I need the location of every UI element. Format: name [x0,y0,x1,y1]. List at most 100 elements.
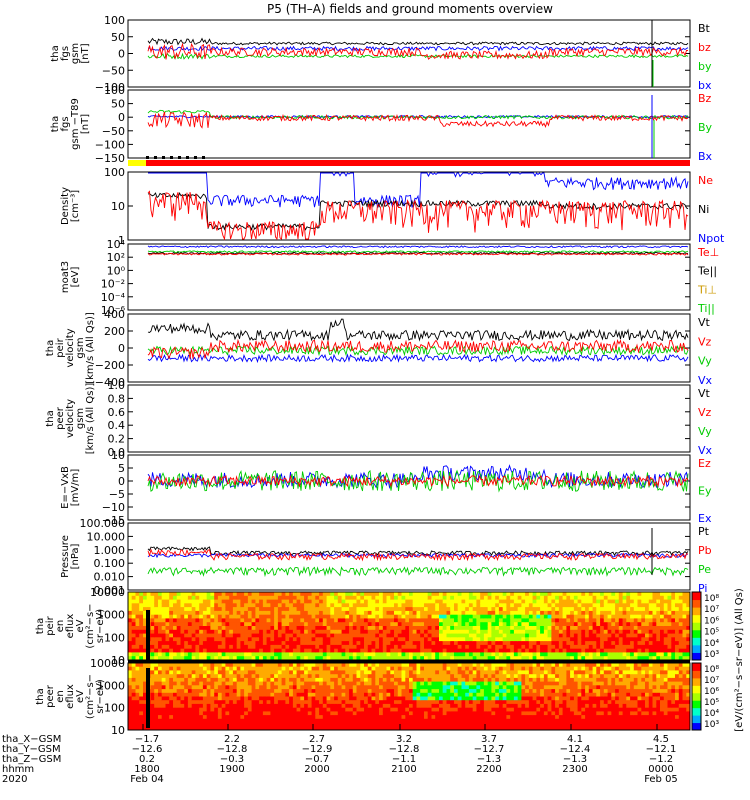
spectro-cell [547,610,552,616]
spectro-cell [184,652,189,657]
spectro-cell [431,674,436,679]
spectro-cell [300,685,305,690]
spectro-cell [255,703,260,709]
spectro-cell [210,603,215,608]
spectro-cell [397,677,402,683]
ylabel-group-8: Pressure [nPa] [60,535,81,578]
spectro-cell [611,629,616,635]
spectro-cell [128,622,133,627]
spectro-cell [379,637,384,642]
spectro-cell [427,629,432,635]
spectro-cell [483,685,489,690]
spectro-cell [375,674,380,679]
spectro-cell [442,641,447,646]
spectro-cell [165,703,170,709]
spectro-cell [498,711,504,716]
spectro-cell [682,592,687,597]
spectro-cell [356,700,361,705]
spectro-cell [468,648,474,653]
spectro-cell [214,689,219,694]
spectro-cell [536,656,541,661]
spectro-cell [180,715,185,720]
spectro-cell [427,677,432,683]
spectro-cell [536,670,541,675]
spectro-cell [525,670,530,675]
spectro-cell [128,626,133,631]
spectro-cell [266,707,271,712]
spectro-cell [143,648,148,653]
spectro-cell [465,726,470,731]
spectro-cell [334,595,339,601]
spectro-cell [217,703,223,709]
ylabel-line: [nT] [80,43,91,63]
spectro-cell [532,692,537,697]
spectro-cell [480,700,485,705]
spectro-cell [513,707,519,712]
spectro-cell [633,592,638,597]
spectro-cell [498,722,504,727]
spectro-cell [180,677,185,683]
spectro-cell [232,700,238,705]
spectro-cell [236,626,241,631]
ytick-label: 0.4 [108,419,126,432]
spectro-cell [506,718,511,723]
spectro-cell [454,696,459,701]
spectro-cell [210,670,215,675]
spectro-cell [195,722,200,727]
spectro-cell [498,618,504,623]
spectro-cell [259,626,264,631]
spectro-cell [326,718,331,723]
spectro-cell [199,711,204,716]
spectro-cell [409,703,414,709]
spectro-cell [536,607,541,612]
spectro-cell [476,656,481,661]
spectro-cell [637,622,642,627]
spectro-cell [311,685,316,690]
spectro-cell [311,666,316,671]
spectro-cell [337,629,342,635]
spectro-cell [405,663,410,668]
spectro-cell [202,603,208,608]
spectro-cell [210,700,215,705]
spectro-cell [135,703,140,709]
spectro-cell [600,656,605,661]
spectro-cell [176,674,181,679]
spectro-cell [536,626,541,631]
legend-Vz: Vz [698,406,712,419]
spectro-cell [510,629,515,635]
spectro-cell [337,692,342,697]
spectro-cell [150,711,155,716]
spectro-cell [292,603,298,608]
spectro-cell [502,711,507,716]
spectro-cell [187,644,193,650]
spectro-cell [566,629,571,635]
spectro-cell [394,685,399,690]
spectro-cell [476,622,481,627]
spectro-cell [480,718,485,723]
spectro-cell [352,629,357,635]
spectro-cell [225,703,230,709]
spectro-cell [300,718,305,723]
spectro-cell [532,663,537,668]
spectro-cell [195,633,200,638]
spectro-cell [326,703,331,709]
spectro-cell [360,633,365,638]
spectro-cell [675,633,680,638]
spectro-cell [468,666,474,671]
spectro-cell [244,599,249,604]
spectro-cell [480,622,485,627]
legend-Vx: Vx [698,374,713,387]
spectro-cell [536,726,541,731]
spectro-cell [184,641,189,646]
spectro-cell [277,629,283,635]
spectro-cell [289,644,294,650]
spectro-cell [457,689,462,694]
spectro-cell [311,674,316,679]
spectro-cell [356,711,361,716]
spectro-cell [382,610,387,616]
spectro-cell [487,595,492,601]
spectro-cell [435,622,440,627]
spectro-cell [270,726,275,731]
spectro-cell [577,629,582,635]
spectro-cell [536,700,541,705]
